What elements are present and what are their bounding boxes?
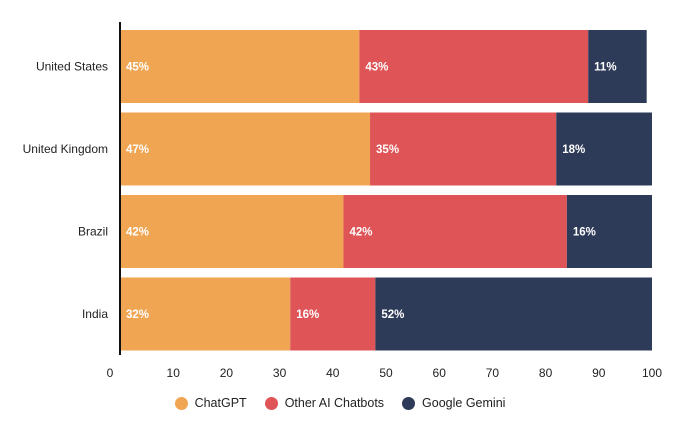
category-label-brazil: Brazil	[78, 225, 108, 239]
data-label-united-kingdom-google-gemini: 18%	[562, 144, 585, 156]
bar-segment-united-kingdom-google-gemini	[556, 112, 652, 186]
legend-label-chatgpt: ChatGPT	[194, 396, 247, 410]
bar-segment-united-kingdom-other-ai-chatbots	[370, 112, 557, 186]
bar-segment-brazil-chatgpt	[120, 195, 344, 268]
legend: ChatGPT Other AI Chatbots Google Gemini	[0, 396, 680, 410]
bar-segment-brazil-google-gemini	[566, 195, 652, 268]
legend-swatch-other-ai-chatbots	[264, 396, 278, 410]
data-label-united-kingdom-chatgpt: 47%	[126, 144, 149, 156]
x-tick-label-90: 90	[592, 366, 606, 380]
legend-item-chatgpt: ChatGPT	[174, 396, 247, 410]
x-tick-label-80: 80	[539, 366, 553, 380]
data-label-india-google-gemini: 52%	[381, 309, 404, 321]
x-tick-label-60: 60	[433, 366, 447, 380]
x-tick-label-50: 50	[379, 366, 393, 380]
legend-swatch-google-gemini	[402, 396, 416, 410]
legend-swatch-chatgpt	[174, 396, 188, 410]
data-label-india-chatgpt: 32%	[126, 309, 149, 321]
bar-segment-india-google-gemini	[375, 277, 652, 351]
bar-segment-united-states-chatgpt	[120, 30, 360, 103]
category-label-india: India	[82, 307, 108, 321]
category-label-united-kingdom: United Kingdom	[23, 142, 108, 156]
data-label-united-kingdom-other-ai-chatbots: 35%	[376, 144, 399, 156]
legend-item-other-ai-chatbots: Other AI Chatbots	[264, 396, 385, 410]
data-label-brazil-google-gemini: 16%	[573, 227, 596, 239]
bar-segment-united-states-other-ai-chatbots	[359, 30, 589, 103]
data-label-united-states-google-gemini: 11%	[594, 62, 616, 74]
data-label-brazil-other-ai-chatbots: 42%	[349, 227, 372, 239]
bar-segment-india-other-ai-chatbots	[290, 277, 376, 351]
bar-segment-india-chatgpt	[120, 277, 291, 351]
bar-segment-united-kingdom-chatgpt	[120, 112, 371, 186]
x-tick-label-70: 70	[486, 366, 500, 380]
x-tick-label-0: 0	[107, 366, 114, 380]
x-tick-label-20: 20	[220, 366, 234, 380]
legend-label-google-gemini: Google Gemini	[422, 396, 506, 410]
data-label-united-states-chatgpt: 45%	[126, 62, 149, 74]
data-label-india-other-ai-chatbots: 16%	[296, 309, 319, 321]
stacked-bar-chart: United States 45% 43% 11% United Kingdom 47% 3…	[23, 22, 662, 380]
x-tick-label-30: 30	[273, 366, 287, 380]
bar-segment-united-states-google-gemini	[588, 30, 647, 103]
data-label-united-states-other-ai-chatbots: 43%	[365, 62, 388, 74]
bar-segment-brazil-other-ai-chatbots	[343, 195, 567, 268]
x-tick-label-10: 10	[167, 366, 181, 380]
legend-label-other-ai-chatbots: Other AI Chatbots	[284, 396, 385, 410]
category-label-united-states: United States	[36, 60, 108, 74]
x-tick-label-40: 40	[326, 366, 340, 380]
data-label-brazil-chatgpt: 42%	[126, 227, 149, 239]
x-tick-label-100: 100	[642, 366, 662, 380]
legend-item-google-gemini: Google Gemini	[402, 396, 505, 410]
